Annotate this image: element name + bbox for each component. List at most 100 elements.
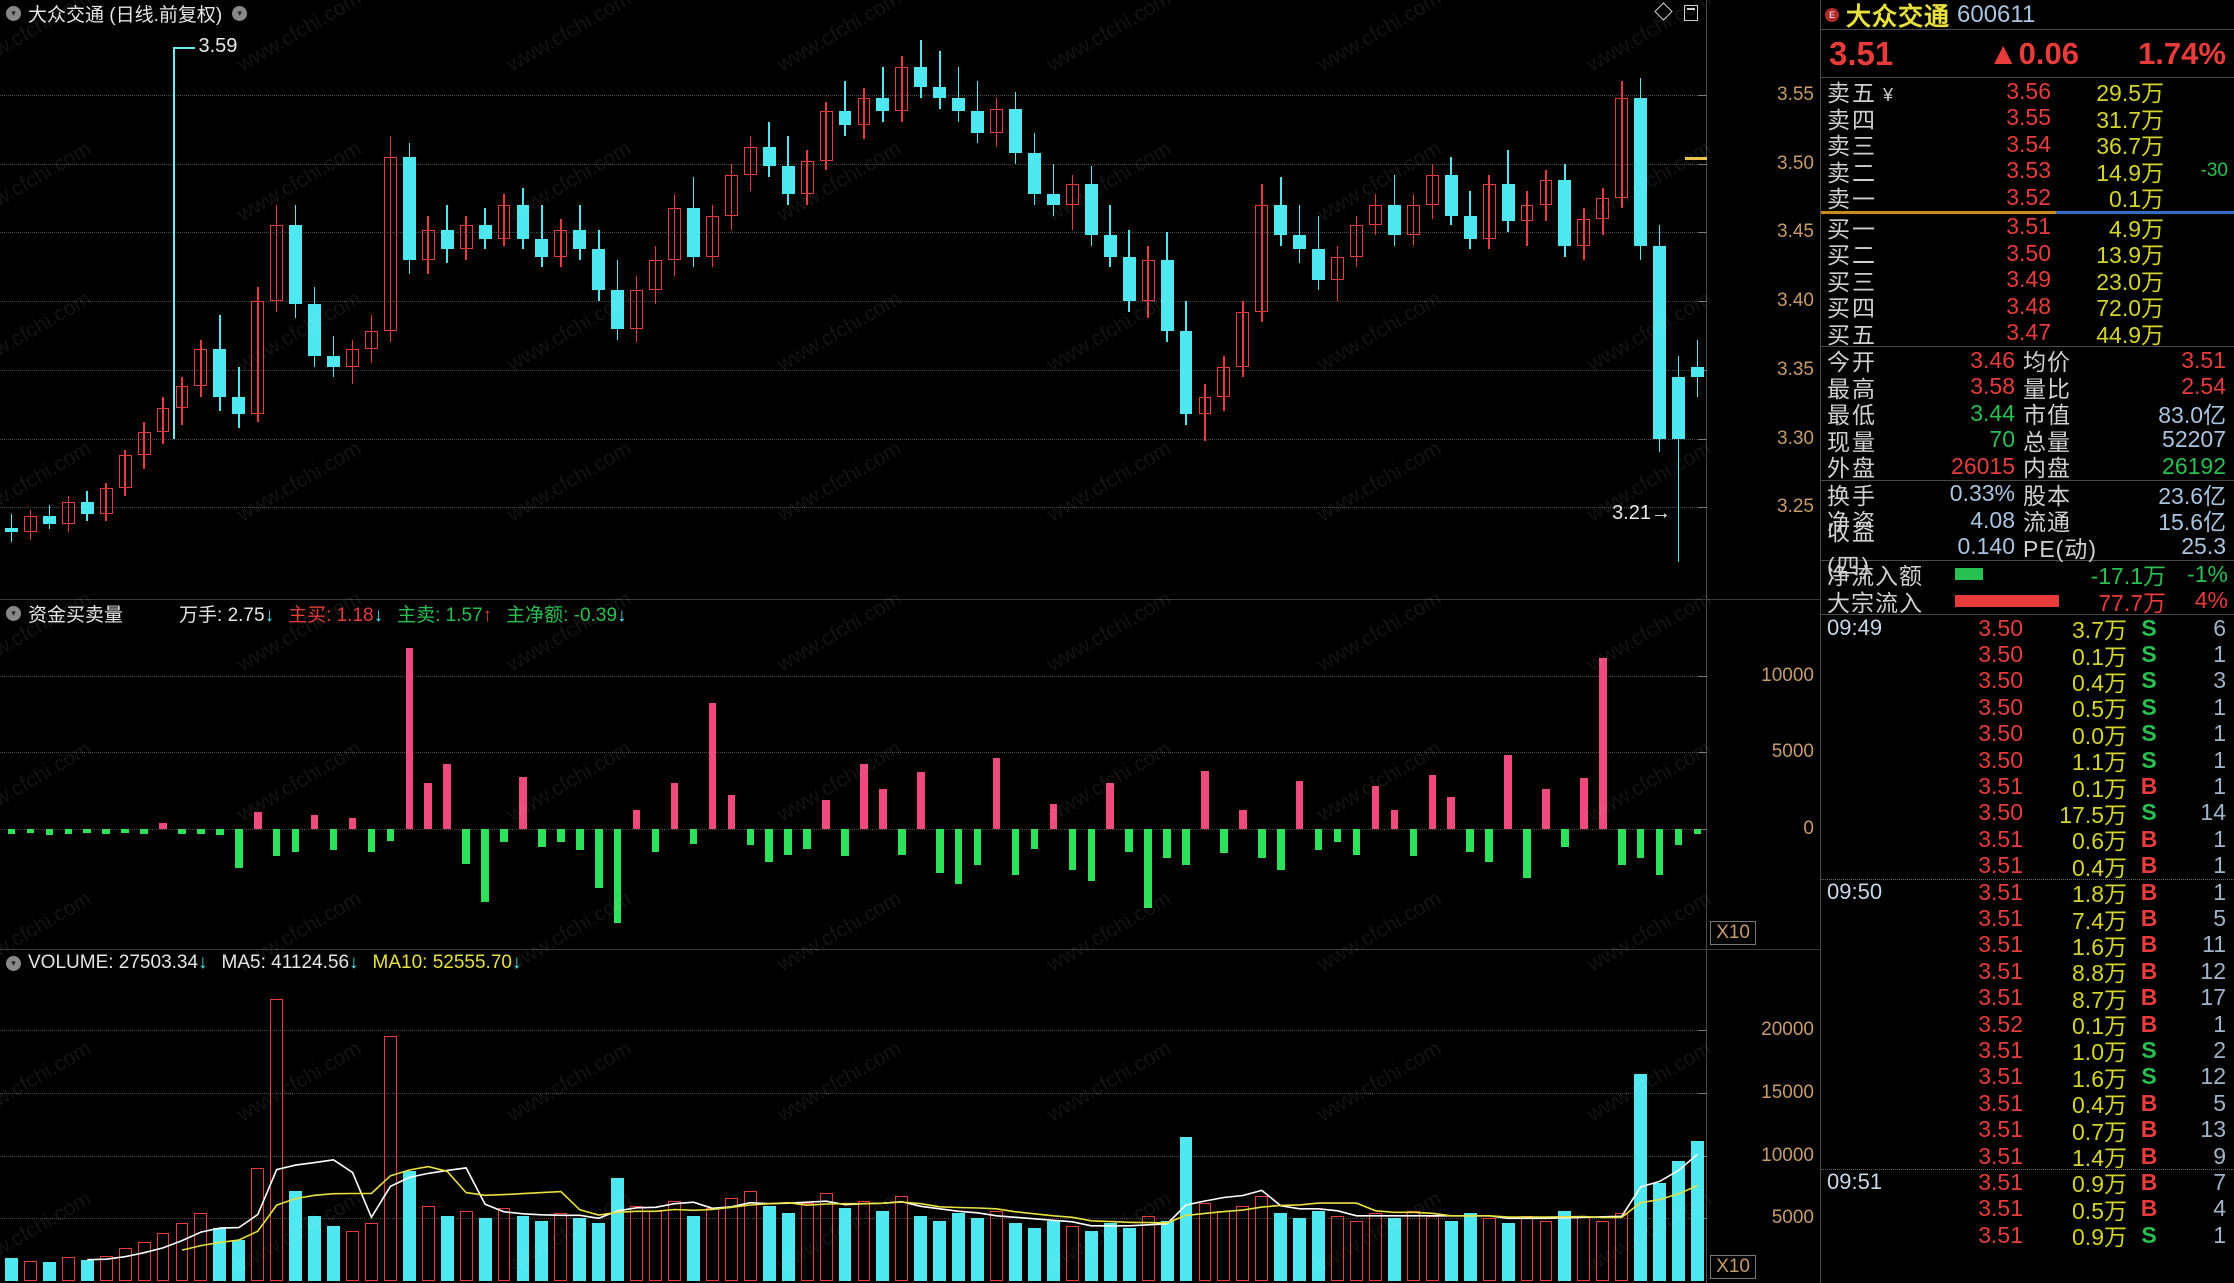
bid-row[interactable]: 买五 3.47 44.9万 <box>1821 319 2234 348</box>
candle-wick <box>1526 191 1528 247</box>
tick-row[interactable]: 3.50 0.4万 S 3 <box>1821 667 2234 696</box>
ask-row[interactable]: 卖五 ¥ 3.56 29.5万 <box>1821 78 2234 107</box>
tick-row[interactable]: 3.51 0.9万 S 1 <box>1821 1222 2234 1251</box>
tick-row[interactable]: 3.51 0.1万 B 1 <box>1821 773 2234 802</box>
candle-wick <box>389 136 392 343</box>
candle-body <box>1103 235 1117 258</box>
capital-flow-bar <box>557 828 565 843</box>
tick-count: 1 <box>2213 746 2226 773</box>
price-plot-area[interactable]: 3.55 3.50 3.45 3.40 3.35 3.30 3.25 3.59 3.21→ <box>0 0 1820 599</box>
ask-volume: 29.5万 <box>2096 80 2164 107</box>
ask-row[interactable]: 卖四 3.55 31.7万 <box>1821 104 2234 133</box>
tick-row[interactable]: 3.51 0.6万 B 1 <box>1821 825 2234 855</box>
axis-label: 15000 <box>1761 1081 1814 1103</box>
candle-body <box>1444 174 1458 216</box>
capital-flow-bar <box>822 799 830 829</box>
candle-body <box>1084 184 1098 236</box>
tick-row[interactable]: 3.51 8.8万 B 12 <box>1821 958 2234 987</box>
chevron-down-icon[interactable]: ▾ <box>6 955 21 971</box>
ask-row[interactable]: 卖二 3.53 14.9万 -30 <box>1821 157 2234 186</box>
capital-flow-bar <box>784 828 792 855</box>
volume-bar <box>933 1220 947 1281</box>
gridline <box>0 369 1707 371</box>
volume-bar <box>175 1223 189 1281</box>
candle-body <box>1046 193 1060 205</box>
tick-price: 3.51 <box>1978 825 2023 852</box>
capital-flow-plot-area[interactable]: 10000 5000 0 <box>0 600 1820 949</box>
tick-volume: 0.4万 <box>2072 854 2127 881</box>
candle-body <box>1028 152 1041 194</box>
tick-row[interactable]: 3.51 7.4万 B 5 <box>1821 905 2234 934</box>
window-icon[interactable] <box>1684 5 1698 21</box>
bid-row[interactable]: 买二 3.50 13.9万 <box>1821 240 2234 269</box>
candle-body <box>421 229 435 260</box>
capital-flow-bar <box>1655 828 1664 875</box>
tick-row[interactable]: 09:49 3.50 3.7万 S 6 <box>1821 615 2234 644</box>
capital-flow-bar <box>917 772 925 829</box>
chevron-down-icon[interactable]: ▾ <box>6 5 21 21</box>
tick-row[interactable]: 3.51 8.7万 B 17 <box>1821 984 2234 1013</box>
tick-row[interactable]: 3.51 1.6万 S 12 <box>1821 1063 2234 1092</box>
candle-wick <box>238 367 240 428</box>
tick-row[interactable]: 3.50 1.1万 S 1 <box>1821 746 2234 776</box>
tick-row[interactable]: 3.51 1.4万 B 9 <box>1821 1143 2234 1172</box>
candle-body <box>289 225 303 304</box>
tick-row[interactable]: 3.52 0.1万 B 1 <box>1821 1011 2234 1040</box>
ask-row[interactable]: 卖一 3.52 0.1万 <box>1821 184 2234 213</box>
capital-flow-bar <box>1352 828 1361 855</box>
tick-side: S <box>2141 641 2157 668</box>
tick-side: B <box>2140 931 2158 958</box>
tick-row[interactable]: 3.51 1.0万 S 2 <box>1821 1037 2234 1066</box>
tick-count: 1 <box>2213 773 2226 800</box>
tick-row[interactable]: 3.50 17.5万 S 14 <box>1821 799 2234 828</box>
capital-flow-bar <box>746 828 755 846</box>
tick-row[interactable]: 3.51 0.7万 B 13 <box>1821 1116 2234 1145</box>
tick-volume: 0.9万 <box>2072 1171 2127 1198</box>
volume-bar <box>535 1220 549 1281</box>
tick-row[interactable]: 09:51 3.51 0.9万 B 7 <box>1821 1169 2234 1197</box>
tick-side: S <box>2141 799 2157 826</box>
ma10-label: MA10: 52555.70 <box>372 952 512 973</box>
bid-row[interactable]: 买一 3.51 4.9万 <box>1821 213 2234 242</box>
volume-bar <box>687 1215 700 1281</box>
candle-body <box>516 204 530 240</box>
bid-label: 买一 <box>1827 215 1877 242</box>
axis-rail <box>1706 0 1707 599</box>
capital-flow-bar <box>1030 828 1039 849</box>
tick-row[interactable]: 09:50 3.51 1.8万 B 1 <box>1821 879 2234 907</box>
tick-row[interactable]: 3.50 0.5万 S 1 <box>1821 694 2234 723</box>
candle-wick <box>749 136 752 192</box>
tick-row[interactable]: 3.51 0.5万 B 4 <box>1821 1195 2234 1224</box>
period-dropdown-icon[interactable]: ▾ <box>232 5 248 21</box>
stat-key: 收益(四) <box>1827 518 1877 579</box>
tick-trade-list[interactable]: 09:49 3.50 3.7万 S 6 3.50 0.1万 S 1 3.50 0.4万 S 3 3.50 0… <box>1821 615 2234 1251</box>
bid-row[interactable]: 买三 3.49 23.0万 <box>1821 266 2234 295</box>
volume-bar <box>308 1215 322 1281</box>
tick-row[interactable]: 3.50 0.0万 S 1 <box>1821 720 2234 749</box>
tick-row[interactable]: 3.51 1.6万 B 11 <box>1821 931 2234 960</box>
candle-body <box>251 301 265 414</box>
capital-flow-bar <box>1295 781 1304 829</box>
bid-rows: 买一 3.51 4.9万 买二 3.50 13.9万 买三 3.49 23.0万 买四 3.48 72… <box>1821 213 2234 348</box>
axis-tick <box>1698 94 1707 96</box>
tick-row[interactable]: 3.51 0.4万 B 5 <box>1821 1090 2234 1119</box>
tick-row[interactable]: 3.50 0.1万 S 1 <box>1821 641 2234 670</box>
axis-tick <box>1698 752 1707 754</box>
capital-flow-bar <box>7 828 16 835</box>
volume-bar <box>99 1255 113 1281</box>
volume-plot-area[interactable]: 20000 15000 10000 5000 <box>0 950 1820 1283</box>
diamond-icon[interactable] <box>1654 2 1673 21</box>
ask-label: 卖三 <box>1827 133 1877 160</box>
stat-value: 3.46 <box>1970 346 2015 373</box>
tick-side: B <box>2140 1116 2158 1143</box>
capital-flow-bar <box>159 822 167 829</box>
capital-flow-bar <box>348 817 357 829</box>
ask-row[interactable]: 卖三 3.54 36.7万 <box>1821 131 2234 160</box>
tick-volume: 1.6万 <box>2072 1065 2127 1092</box>
candle-wick <box>67 496 70 533</box>
tick-volume: 0.4万 <box>2072 1092 2127 1119</box>
high-leader-line <box>172 46 175 439</box>
tick-row[interactable]: 3.51 0.4万 B 1 <box>1821 852 2234 881</box>
bid-row[interactable]: 买四 3.48 72.0万 <box>1821 293 2234 322</box>
chevron-down-icon[interactable]: ▾ <box>6 605 21 621</box>
